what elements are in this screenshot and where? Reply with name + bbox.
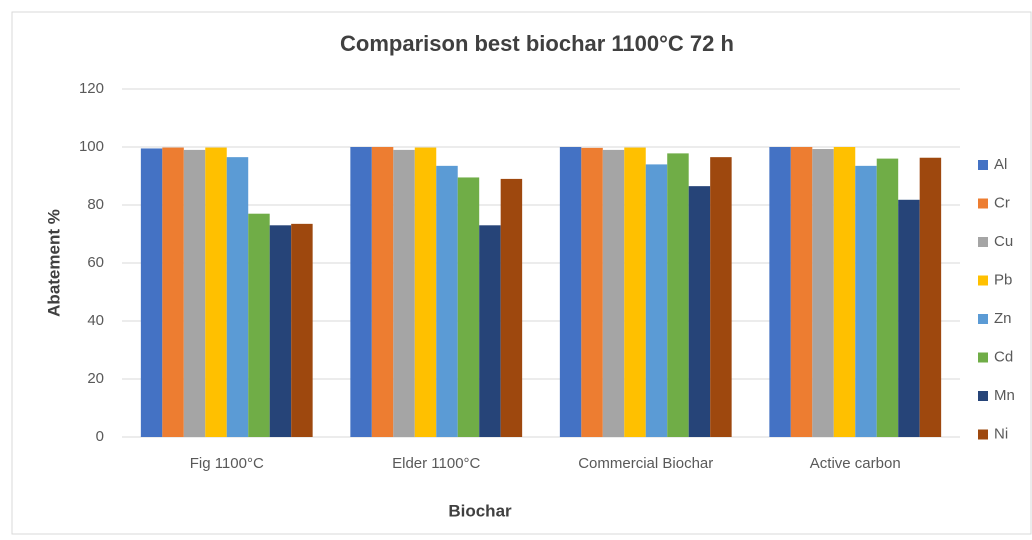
legend-label: Cu bbox=[994, 233, 1013, 250]
bar bbox=[248, 213, 270, 437]
bar bbox=[790, 147, 813, 437]
bar bbox=[269, 225, 292, 437]
bar bbox=[140, 148, 163, 437]
legend-swatch bbox=[978, 314, 988, 324]
y-tick-label: 80 bbox=[87, 196, 104, 213]
bar bbox=[769, 147, 791, 437]
bar bbox=[226, 157, 249, 437]
bar bbox=[162, 147, 184, 437]
legend-swatch bbox=[978, 352, 988, 363]
bar bbox=[919, 157, 942, 438]
bar bbox=[559, 147, 582, 437]
legend-label: Cd bbox=[994, 348, 1013, 365]
x-axis-title: Biochar bbox=[448, 501, 512, 520]
legend-swatch bbox=[978, 198, 988, 209]
y-tick-label: 40 bbox=[87, 312, 104, 329]
bar bbox=[688, 186, 711, 437]
bar bbox=[876, 158, 899, 437]
legend-label: Al bbox=[994, 156, 1007, 173]
x-tick-label: Active carbon bbox=[810, 455, 901, 472]
bar bbox=[581, 147, 603, 437]
legend-swatch bbox=[978, 429, 988, 440]
bar bbox=[205, 147, 227, 437]
bar bbox=[812, 149, 834, 437]
x-tick-label: Commercial Biochar bbox=[578, 455, 713, 472]
y-tick-label: 100 bbox=[79, 138, 104, 155]
chart-title: Comparison best biochar 1100°C 72 h bbox=[340, 31, 734, 56]
bar bbox=[436, 165, 458, 437]
bar bbox=[710, 157, 732, 437]
legend-label: Pb bbox=[994, 271, 1012, 288]
legend-swatch bbox=[978, 160, 988, 170]
bar bbox=[393, 149, 415, 437]
x-tick-label: Elder 1100°C bbox=[392, 455, 480, 472]
legend-label: Cr bbox=[994, 194, 1010, 211]
y-tick-label: 20 bbox=[87, 370, 104, 387]
bar bbox=[183, 149, 206, 437]
legend-swatch bbox=[978, 275, 988, 286]
bar bbox=[602, 149, 625, 437]
legend-swatch bbox=[978, 391, 988, 401]
bar bbox=[500, 178, 523, 437]
legend-swatch bbox=[978, 237, 988, 247]
bar bbox=[645, 164, 668, 437]
y-tick-label: 0 bbox=[96, 428, 104, 445]
bar bbox=[667, 153, 689, 437]
bar bbox=[898, 199, 920, 437]
x-tick-label: Fig 1100°C bbox=[190, 455, 264, 472]
bar bbox=[624, 147, 646, 437]
bar bbox=[414, 147, 437, 437]
y-tick-label: 60 bbox=[87, 254, 104, 271]
bar bbox=[855, 165, 877, 437]
bar bbox=[350, 147, 372, 437]
y-axis-title: Abatement % bbox=[44, 209, 63, 317]
bar bbox=[371, 147, 394, 437]
legend-label: Ni bbox=[994, 425, 1008, 442]
bar bbox=[479, 225, 501, 437]
legend-label: Zn bbox=[994, 310, 1012, 327]
bar bbox=[833, 147, 856, 437]
bar bbox=[457, 177, 480, 437]
legend-label: Mn bbox=[994, 387, 1015, 404]
y-tick-label: 120 bbox=[79, 80, 104, 97]
bar bbox=[291, 223, 313, 437]
